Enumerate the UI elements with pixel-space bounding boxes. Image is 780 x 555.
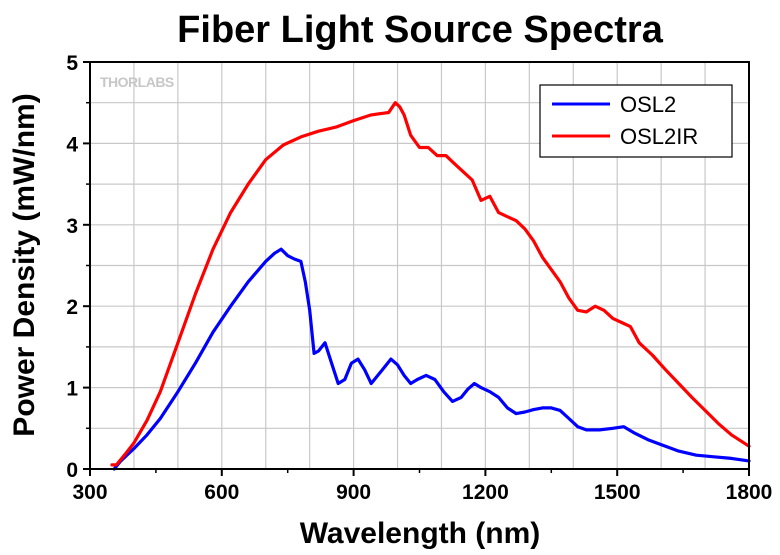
x-axis-title: Wavelength (nm) bbox=[300, 517, 541, 550]
legend-box bbox=[539, 84, 733, 158]
axis-ticks: 300 600 900 1200 1500 1800 0 1 2 3 4 5 bbox=[66, 52, 772, 504]
chart-title: Fiber Light Source Spectra bbox=[177, 9, 664, 51]
y-tick-label: 1 bbox=[66, 378, 78, 401]
y-tick-label: 3 bbox=[66, 215, 78, 238]
x-tick-label: 300 bbox=[72, 481, 107, 504]
series-line-osl2 bbox=[112, 247, 751, 471]
legend-label-osl2ir: OSL2IR bbox=[620, 124, 698, 149]
x-tick-label: 600 bbox=[204, 481, 239, 504]
y-tick-label: 4 bbox=[66, 133, 78, 156]
y-tick-label: 2 bbox=[66, 296, 78, 319]
legend-label-osl2: OSL2 bbox=[620, 92, 676, 117]
x-tick-label: 1500 bbox=[594, 481, 641, 504]
x-tick-label: 1800 bbox=[726, 481, 773, 504]
watermark-logo: THORLABS bbox=[100, 74, 174, 90]
y-tick-label: 5 bbox=[66, 52, 78, 75]
legend: OSL2 OSL2IR bbox=[539, 84, 733, 158]
y-axis-title: Power Density (mW/nm) bbox=[8, 93, 41, 436]
x-tick-label: 900 bbox=[336, 481, 371, 504]
x-tick-label: 1200 bbox=[462, 481, 509, 504]
series-layer bbox=[110, 101, 751, 471]
y-tick-label: 0 bbox=[66, 459, 78, 482]
series-line-osl2ir bbox=[110, 101, 751, 467]
